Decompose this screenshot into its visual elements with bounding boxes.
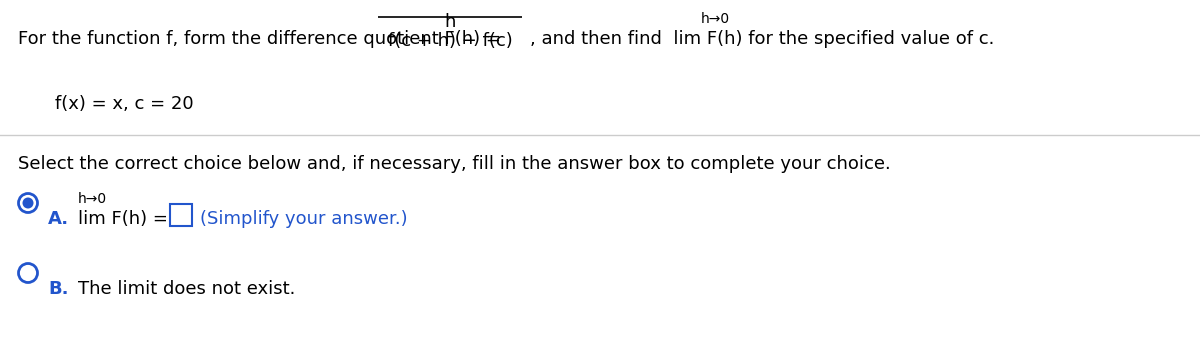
- Text: , and then find  lim F(h) for the specified value of c.: , and then find lim F(h) for the specifi…: [530, 30, 995, 48]
- Circle shape: [23, 198, 34, 208]
- Text: f(x) = x, c = 20: f(x) = x, c = 20: [55, 95, 193, 113]
- Circle shape: [18, 193, 37, 213]
- Text: A.: A.: [48, 210, 70, 228]
- Text: f(c + h) − f(c): f(c + h) − f(c): [388, 32, 512, 50]
- Circle shape: [18, 263, 37, 282]
- FancyBboxPatch shape: [170, 204, 192, 226]
- Text: Select the correct choice below and, if necessary, fill in the answer box to com: Select the correct choice below and, if …: [18, 155, 890, 173]
- Text: (Simplify your answer.): (Simplify your answer.): [200, 210, 408, 228]
- Text: The limit does not exist.: The limit does not exist.: [78, 280, 295, 298]
- Text: h→0: h→0: [701, 12, 730, 26]
- Text: h: h: [444, 13, 456, 31]
- Text: For the function f, form the difference quotient F(h) =: For the function f, form the difference …: [18, 30, 500, 48]
- Text: lim F(h) =: lim F(h) =: [78, 210, 168, 228]
- Text: h→0: h→0: [78, 192, 107, 206]
- Text: B.: B.: [48, 280, 68, 298]
